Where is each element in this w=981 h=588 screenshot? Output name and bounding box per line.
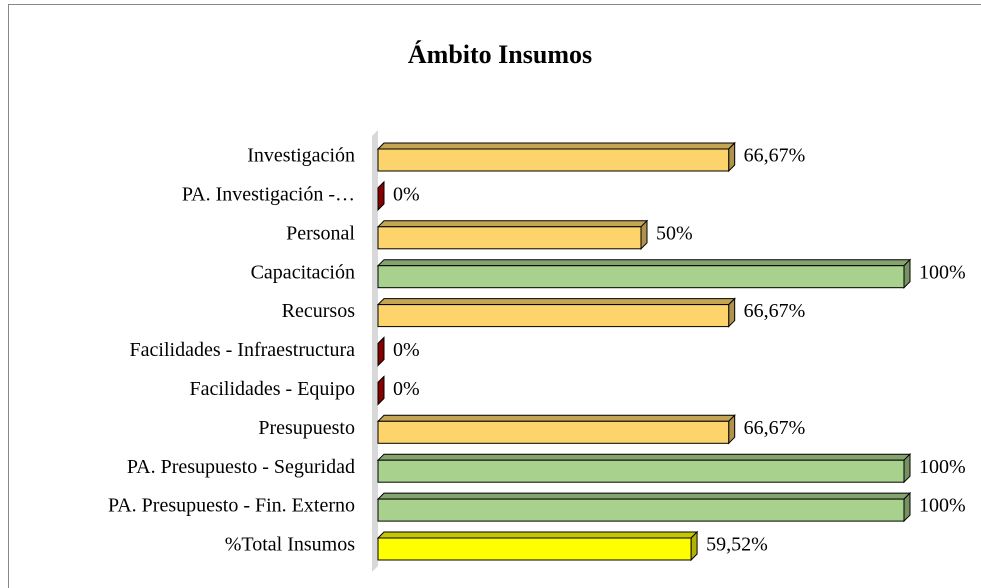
bar-top-shade (378, 493, 910, 500)
value-label: 0% (393, 339, 420, 361)
y-tick-label: Capacitación (251, 261, 355, 283)
chart-border (8, 4, 981, 588)
bar (377, 148, 730, 172)
y-tick-label: PA. Presupuesto - Fin. Externo (108, 495, 355, 517)
back-wall (372, 130, 378, 572)
y-tick-label: Presupuesto (258, 417, 355, 439)
bar-top-shade (378, 415, 735, 422)
chart-title: Ámbito Insumos (408, 40, 592, 69)
bar-side-shade (378, 337, 384, 366)
bar-side (377, 336, 385, 367)
bar-side-shade (904, 259, 910, 288)
bar-side-shade (728, 415, 735, 444)
value-label: 0% (393, 378, 420, 400)
y-tick-label: Investigación (247, 145, 355, 167)
y-tick-label: %Total Insumos (225, 534, 355, 556)
value-label: 0% (393, 183, 420, 205)
bar-side-shade (904, 454, 910, 483)
bar-top-shade (378, 143, 735, 149)
bar (377, 420, 730, 444)
y-tick-label: Recursos (282, 300, 356, 322)
y-tick-label: PA. Presupuesto - Seguridad (127, 456, 355, 478)
value-label: 100% (919, 456, 966, 478)
bar-side (377, 375, 385, 406)
bar-side-shade (728, 298, 735, 327)
bar (377, 537, 692, 561)
bar-side-shade (904, 493, 910, 522)
bar-top-shade (378, 298, 735, 305)
value-label: 100% (919, 495, 966, 517)
bar-top-shade (378, 220, 647, 227)
value-label: 66,67% (744, 417, 806, 439)
bar-side-shade (641, 220, 647, 249)
value-label: 66,67% (744, 145, 806, 167)
y-tick-label: PA. Investigación -… (182, 183, 355, 205)
bar (377, 304, 730, 328)
value-label: 59,52% (706, 534, 768, 556)
y-tick-label: Facilidades - Equipo (189, 378, 355, 400)
bar-top-shade (378, 259, 910, 266)
bar (377, 498, 905, 522)
bar-side-shade (378, 181, 384, 210)
y-tick-label: Personal (286, 222, 355, 244)
bar-side-shade (691, 532, 698, 560)
value-label: 100% (919, 261, 966, 283)
bar-side-shade (728, 143, 735, 171)
y-tick-label: Facilidades - Infraestructura (130, 339, 356, 361)
bar (377, 459, 905, 483)
bar-top-shade (378, 532, 698, 538)
value-label: 50% (656, 222, 693, 244)
bar-side (377, 180, 385, 212)
bar (377, 226, 642, 250)
bar-side-shade (378, 376, 384, 405)
value-label: 66,67% (744, 300, 806, 322)
bar-top-shade (378, 454, 910, 461)
bar (377, 265, 905, 289)
